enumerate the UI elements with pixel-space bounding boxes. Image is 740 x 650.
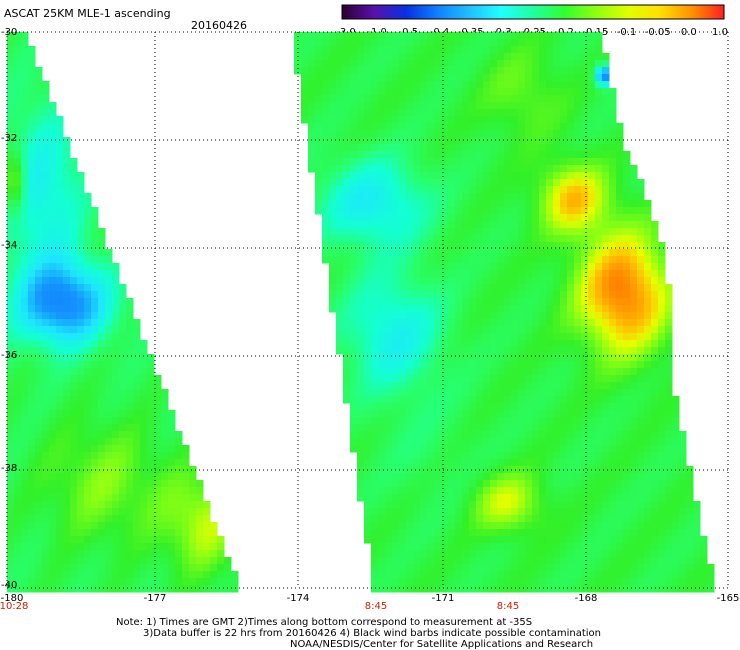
left-swath-cells	[7, 32, 239, 593]
lat-label-38: -38	[1, 463, 18, 474]
color-scale-tick-label: -0.1	[617, 27, 637, 38]
pass-time-middle: 8:45	[364, 601, 388, 612]
footer-note-line1: Note: 1) Times are GMT 2)Times along bot…	[116, 617, 533, 628]
lon-label-174: -174	[286, 593, 310, 604]
color-scale-tick-label: -0.05	[645, 27, 671, 38]
lon-label-165: -165	[716, 593, 740, 604]
lat-label-36: -36	[1, 350, 18, 361]
color-scale-tick-label: 0.0	[681, 27, 697, 38]
lon-label-180: -180	[0, 593, 24, 604]
graticule	[6, 31, 729, 589]
lat-label-32: -32	[1, 133, 18, 144]
product-date: 20160426	[191, 19, 247, 32]
lat-label-34: -34	[1, 240, 18, 251]
pass-time-right: 8:45	[496, 601, 520, 612]
lon-label-168: -168	[574, 593, 598, 604]
lat-label-30: -30	[1, 27, 18, 38]
lon-label-171: -171	[431, 593, 455, 604]
product-title: ASCAT 25KM MLE-1 ascending	[4, 7, 171, 20]
lat-label-40: -40	[1, 580, 18, 591]
color-scale-gradient	[341, 4, 725, 20]
footer-credit: NOAA/NESDIS/Center for Satellite Applica…	[290, 639, 594, 650]
footer-note-line2: 3)Data buffer is 22 hrs from 20160426 4)…	[143, 628, 601, 639]
right-swath-cells	[294, 32, 715, 593]
pass-time-left: 10:28	[0, 601, 29, 612]
mle-swath-map	[6, 31, 729, 593]
lon-label-177: -177	[143, 593, 167, 604]
